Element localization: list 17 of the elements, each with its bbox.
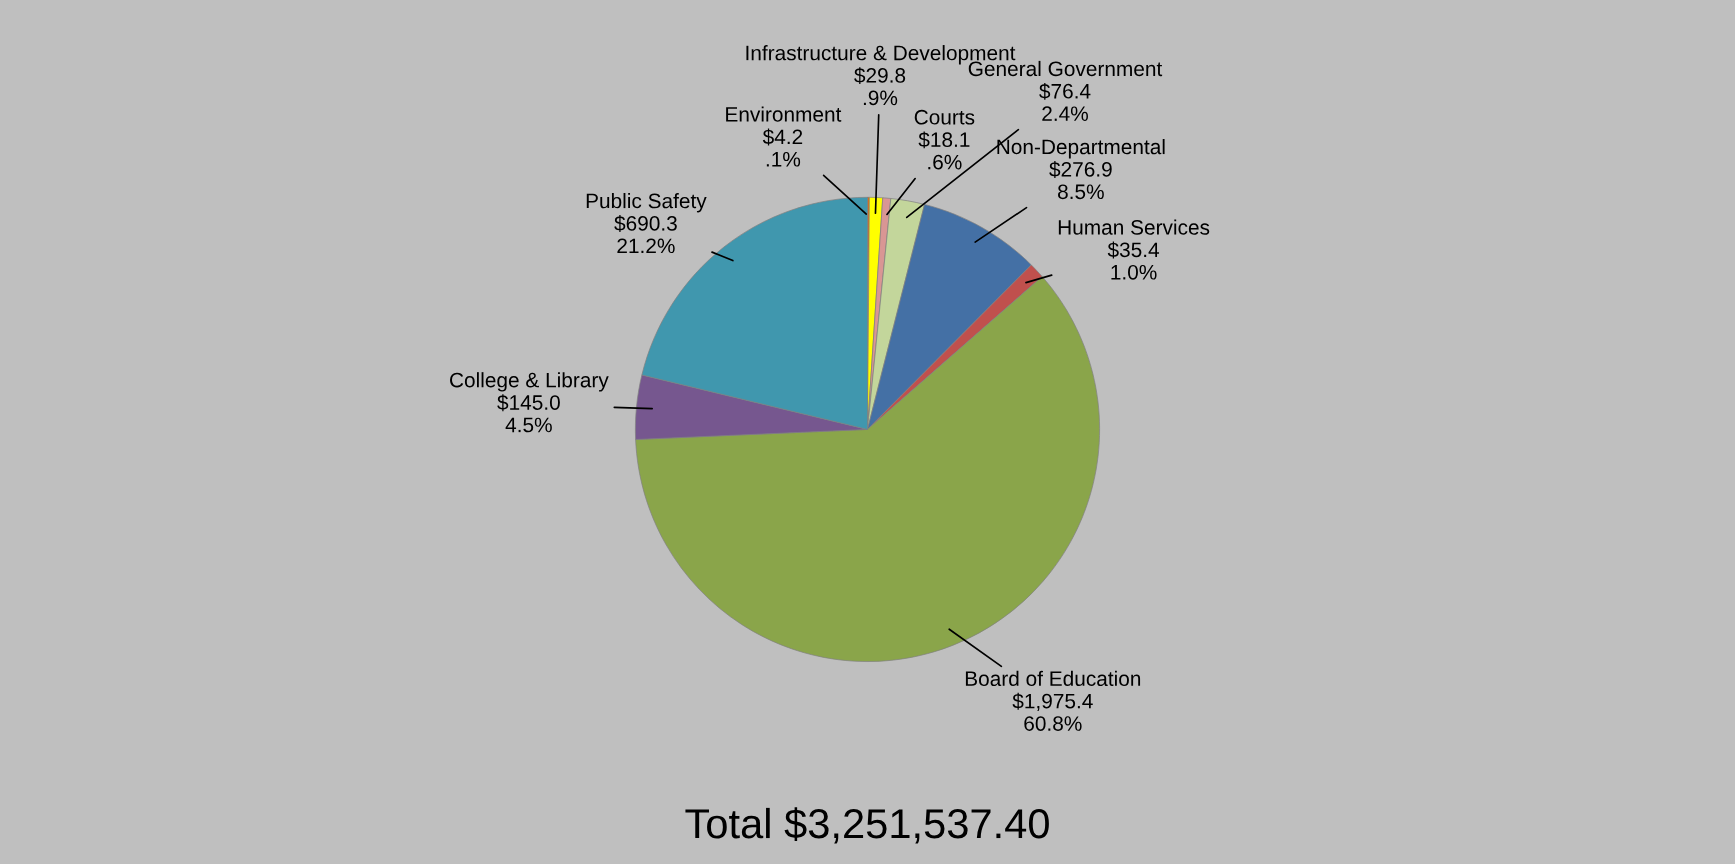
data-label: $1,975.4 60.8%: [1012, 692, 1093, 731]
data-label: $276.9 8.5%: [1049, 161, 1112, 200]
data-label: $29.8 .9%: [854, 67, 906, 106]
data-label: $145.0 4.5%: [497, 394, 560, 433]
slice-label: Board of Education: [965, 670, 1141, 687]
data-label: $35.4 1.0%: [1107, 241, 1160, 280]
data-label: $4.2 .1%: [762, 128, 803, 167]
text: Total $3,251,537.40: [685, 807, 1049, 844]
slice-label: Environment: [726, 106, 842, 122]
slice-label: Public Safety: [586, 193, 707, 213]
slice-label: Courts: [914, 109, 975, 125]
slice-label: College & Library: [450, 372, 609, 392]
data-label: $690.3 21.2%: [614, 215, 677, 254]
slice-label: Human Services: [1058, 219, 1210, 235]
data-label: $76.4 2.4%: [1039, 82, 1091, 121]
data-label: $18.1 .6%: [918, 131, 970, 170]
slice-label: Non-Departmental: [997, 138, 1165, 159]
